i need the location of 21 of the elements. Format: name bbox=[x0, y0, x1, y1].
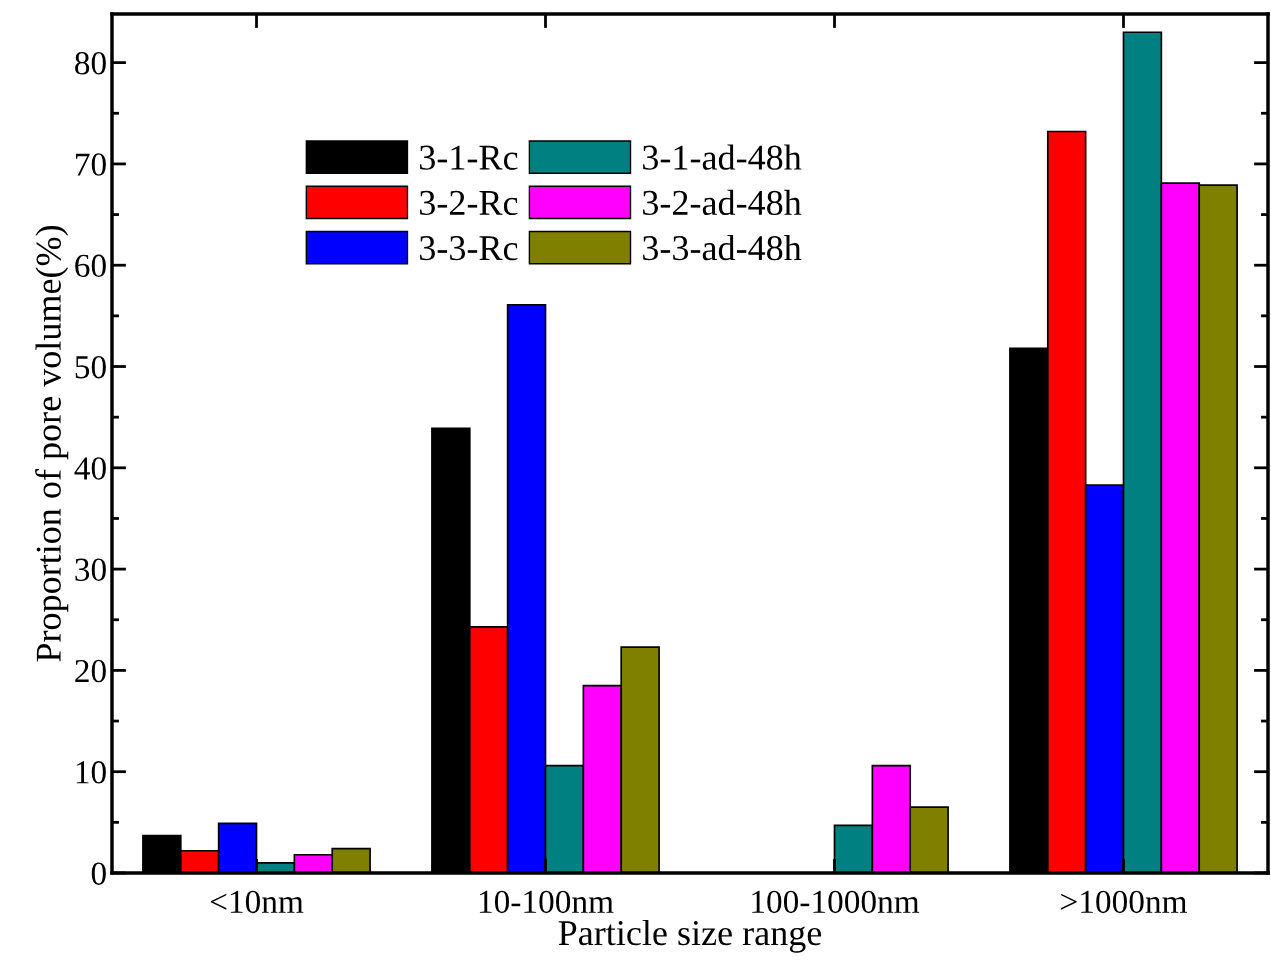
y-tick-label: 30 bbox=[75, 558, 106, 581]
y-tick-label: 40 bbox=[74, 457, 106, 480]
x-tick-label: <10nm bbox=[210, 890, 304, 914]
y-tick-label: 80 bbox=[75, 52, 106, 75]
y-tick-label: 0 bbox=[91, 862, 106, 885]
y-tick-label: 20 bbox=[75, 659, 106, 683]
x-axis-title: Particle size range bbox=[558, 919, 822, 953]
legend-label: 3-1-ad-48h bbox=[643, 144, 802, 170]
y-tick-label: 50 bbox=[75, 355, 106, 379]
y-tick-label: 10 bbox=[76, 761, 106, 784]
x-tick-label: 100-1000nm bbox=[752, 890, 920, 914]
legend-label: 3-1-Rc bbox=[420, 145, 518, 170]
legend-label: 3-3-ad-48h bbox=[643, 234, 802, 261]
legend-label: 3-3-Rc bbox=[420, 236, 518, 261]
y-tick-label: 60 bbox=[75, 254, 106, 278]
y-axis-title: Proportion of pore volume(%) bbox=[35, 225, 69, 662]
x-tick-label: >1000nm bbox=[1061, 890, 1188, 914]
y-tick-label: 70 bbox=[76, 153, 106, 176]
legend-label: 3-2-Rc bbox=[420, 190, 518, 216]
x-tick-label: 10-100nm bbox=[479, 890, 614, 914]
legend-label: 3-2-ad-48h bbox=[643, 189, 802, 216]
